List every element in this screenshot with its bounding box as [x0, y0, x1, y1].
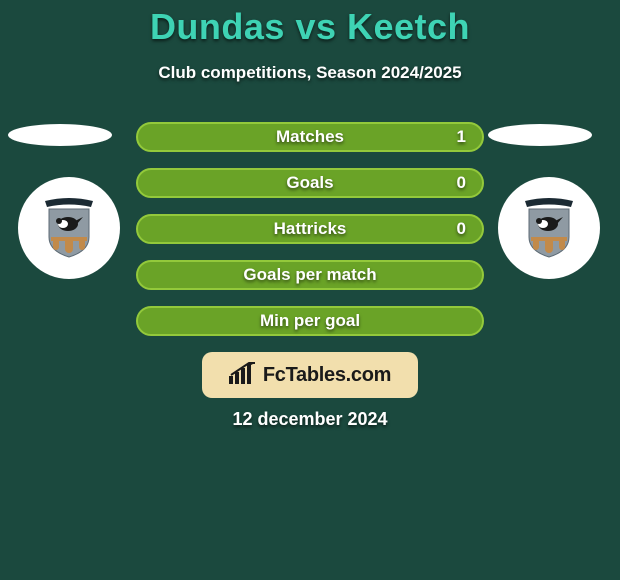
fctables-logo-text: FcTables.com — [263, 364, 391, 387]
club-badge-icon — [41, 197, 97, 259]
badge-banner — [45, 198, 93, 207]
right-player-badge — [498, 177, 600, 279]
stat-bar-label: Min per goal — [138, 311, 482, 331]
stat-bar: Hattricks0 — [136, 214, 484, 244]
left-player-badge — [18, 177, 120, 279]
badge-bridge-top — [51, 237, 87, 241]
comparison-infographic: Dundas vs Keetch Club competitions, Seas… — [0, 0, 620, 580]
stat-bar-value: 0 — [457, 173, 466, 193]
infographic-date: 12 december 2024 — [0, 409, 620, 430]
bars-chart-icon — [229, 362, 257, 389]
page-subtitle: Club competitions, Season 2024/2025 — [0, 63, 620, 83]
stat-bar-value: 0 — [457, 219, 466, 239]
badge-magpie-head — [56, 218, 62, 224]
right-player-chip — [488, 124, 592, 146]
stat-bar: Matches1 — [136, 122, 484, 152]
stat-bar-label: Matches — [138, 127, 482, 147]
stat-bar: Min per goal — [136, 306, 484, 336]
badge-banner — [525, 198, 573, 207]
stat-bar: Goals0 — [136, 168, 484, 198]
stat-bar-label: Goals per match — [138, 265, 482, 285]
club-badge-icon — [521, 197, 577, 259]
stat-bar-label: Goals — [138, 173, 482, 193]
stats-bars: Matches1Goals0Hattricks0Goals per matchM… — [136, 122, 484, 352]
stat-bar-label: Hattricks — [138, 219, 482, 239]
left-player-chip — [8, 124, 112, 146]
page-title: Dundas vs Keetch — [0, 6, 620, 48]
fctables-logo-card: FcTables.com — [202, 352, 418, 398]
stat-bar: Goals per match — [136, 260, 484, 290]
badge-bridge-top — [531, 237, 567, 241]
badge-magpie-head — [536, 218, 542, 224]
stat-bar-value: 1 — [457, 127, 466, 147]
